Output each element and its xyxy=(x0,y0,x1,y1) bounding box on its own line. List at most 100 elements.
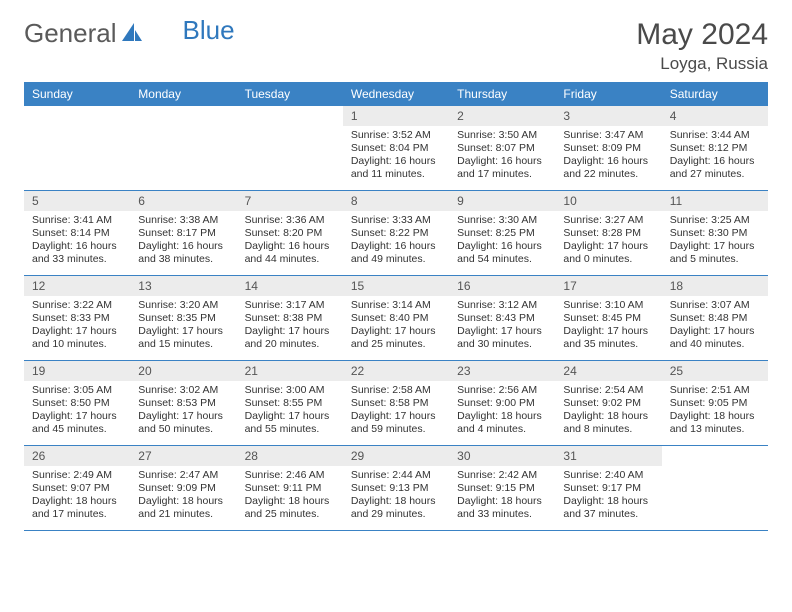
day-number: 8 xyxy=(343,191,449,211)
day-cell: 12Sunrise: 3:22 AMSunset: 8:33 PMDayligh… xyxy=(24,276,130,360)
sunset: Sunset: 8:55 PM xyxy=(245,397,335,410)
daylight-line2: and 35 minutes. xyxy=(563,338,653,351)
daylight-line2: and 30 minutes. xyxy=(457,338,547,351)
day-number: 4 xyxy=(662,106,768,126)
dow-saturday: Saturday xyxy=(662,82,768,106)
daylight-line2: and 25 minutes. xyxy=(245,508,335,521)
daylight-line1: Daylight: 16 hours xyxy=(563,155,653,168)
day-details: Sunrise: 3:22 AMSunset: 8:33 PMDaylight:… xyxy=(24,299,130,352)
sunrise: Sunrise: 2:54 AM xyxy=(563,384,653,397)
sunrise: Sunrise: 3:36 AM xyxy=(245,214,335,227)
day-cell: 21Sunrise: 3:00 AMSunset: 8:55 PMDayligh… xyxy=(237,361,343,445)
day-details: Sunrise: 2:42 AMSunset: 9:15 PMDaylight:… xyxy=(449,469,555,522)
daylight-line1: Daylight: 16 hours xyxy=(457,240,547,253)
month-title: May 2024 xyxy=(636,18,768,52)
daylight-line2: and 29 minutes. xyxy=(351,508,441,521)
daylight-line1: Daylight: 17 hours xyxy=(138,410,228,423)
weeks-container: 1Sunrise: 3:52 AMSunset: 8:04 PMDaylight… xyxy=(24,106,768,531)
brand-logo: General Blue xyxy=(24,18,235,49)
day-details: Sunrise: 3:14 AMSunset: 8:40 PMDaylight:… xyxy=(343,299,449,352)
sunset: Sunset: 8:43 PM xyxy=(457,312,547,325)
sunset: Sunset: 9:00 PM xyxy=(457,397,547,410)
day-number: 24 xyxy=(555,361,661,381)
sunrise: Sunrise: 3:07 AM xyxy=(670,299,760,312)
day-number: 26 xyxy=(24,446,130,466)
sunset: Sunset: 8:53 PM xyxy=(138,397,228,410)
sunrise: Sunrise: 2:42 AM xyxy=(457,469,547,482)
day-cell: 30Sunrise: 2:42 AMSunset: 9:15 PMDayligh… xyxy=(449,446,555,530)
sunset: Sunset: 8:20 PM xyxy=(245,227,335,240)
day-details: Sunrise: 3:41 AMSunset: 8:14 PMDaylight:… xyxy=(24,214,130,267)
calendar-grid: Sunday Monday Tuesday Wednesday Thursday… xyxy=(24,82,768,531)
day-number: 13 xyxy=(130,276,236,296)
daylight-line2: and 4 minutes. xyxy=(457,423,547,436)
sunrise: Sunrise: 3:00 AM xyxy=(245,384,335,397)
day-number: 6 xyxy=(130,191,236,211)
day-details: Sunrise: 3:17 AMSunset: 8:38 PMDaylight:… xyxy=(237,299,343,352)
sunset: Sunset: 8:50 PM xyxy=(32,397,122,410)
day-number: 31 xyxy=(555,446,661,466)
daylight-line2: and 11 minutes. xyxy=(351,168,441,181)
daylight-line1: Daylight: 17 hours xyxy=(32,410,122,423)
daylight-line1: Daylight: 17 hours xyxy=(670,240,760,253)
day-details: Sunrise: 3:33 AMSunset: 8:22 PMDaylight:… xyxy=(343,214,449,267)
header: General Blue May 2024 Loyga, Russia xyxy=(24,18,768,74)
sunrise: Sunrise: 3:17 AM xyxy=(245,299,335,312)
daylight-line2: and 55 minutes. xyxy=(245,423,335,436)
daylight-line1: Daylight: 18 hours xyxy=(32,495,122,508)
day-cell: 5 Sunrise: 3:41 AMSunset: 8:14 PMDaylight… xyxy=(24,191,130,275)
daylight-line1: Daylight: 18 hours xyxy=(563,495,653,508)
day-cell xyxy=(130,106,236,190)
day-details: Sunrise: 3:50 AMSunset: 8:07 PMDaylight:… xyxy=(449,129,555,182)
sunset: Sunset: 9:15 PM xyxy=(457,482,547,495)
day-number: 29 xyxy=(343,446,449,466)
day-details: Sunrise: 3:07 AMSunset: 8:48 PMDaylight:… xyxy=(662,299,768,352)
sunrise: Sunrise: 3:38 AM xyxy=(138,214,228,227)
sunrise: Sunrise: 3:02 AM xyxy=(138,384,228,397)
sunset: Sunset: 9:07 PM xyxy=(32,482,122,495)
week-row: 26Sunrise: 2:49 AMSunset: 9:07 PMDayligh… xyxy=(24,446,768,531)
sunrise: Sunrise: 3:12 AM xyxy=(457,299,547,312)
day-cell: 19Sunrise: 3:05 AMSunset: 8:50 PMDayligh… xyxy=(24,361,130,445)
day-cell: 6Sunrise: 3:38 AMSunset: 8:17 PMDaylight… xyxy=(130,191,236,275)
day-number: 28 xyxy=(237,446,343,466)
daylight-line1: Daylight: 17 hours xyxy=(670,325,760,338)
sunset: Sunset: 9:13 PM xyxy=(351,482,441,495)
sunset: Sunset: 8:35 PM xyxy=(138,312,228,325)
day-number: 20 xyxy=(130,361,236,381)
day-cell: 4Sunrise: 3:44 AMSunset: 8:12 PMDaylight… xyxy=(662,106,768,190)
day-number: 14 xyxy=(237,276,343,296)
day-cell: 13Sunrise: 3:20 AMSunset: 8:35 PMDayligh… xyxy=(130,276,236,360)
sunrise: Sunrise: 3:44 AM xyxy=(670,129,760,142)
daylight-line1: Daylight: 17 hours xyxy=(457,325,547,338)
sunrise: Sunrise: 2:56 AM xyxy=(457,384,547,397)
sunrise: Sunrise: 2:58 AM xyxy=(351,384,441,397)
sunset: Sunset: 9:09 PM xyxy=(138,482,228,495)
sunrise: Sunrise: 3:33 AM xyxy=(351,214,441,227)
daylight-line2: and 33 minutes. xyxy=(457,508,547,521)
week-row: 19Sunrise: 3:05 AMSunset: 8:50 PMDayligh… xyxy=(24,361,768,446)
day-cell: 8 Sunrise: 3:33 AMSunset: 8:22 PMDaylight… xyxy=(343,191,449,275)
day-details: Sunrise: 2:40 AMSunset: 9:17 PMDaylight:… xyxy=(555,469,661,522)
daylight-line2: and 45 minutes. xyxy=(32,423,122,436)
day-number: 25 xyxy=(662,361,768,381)
daylight-line2: and 5 minutes. xyxy=(670,253,760,266)
sunrise: Sunrise: 3:25 AM xyxy=(670,214,760,227)
day-details: Sunrise: 3:12 AMSunset: 8:43 PMDaylight:… xyxy=(449,299,555,352)
daylight-line2: and 50 minutes. xyxy=(138,423,228,436)
day-number: 19 xyxy=(24,361,130,381)
daylight-line1: Daylight: 18 hours xyxy=(351,495,441,508)
daylight-line2: and 54 minutes. xyxy=(457,253,547,266)
sunset: Sunset: 8:40 PM xyxy=(351,312,441,325)
day-number: 15 xyxy=(343,276,449,296)
day-number: 2 xyxy=(449,106,555,126)
day-details: Sunrise: 2:58 AMSunset: 8:58 PMDaylight:… xyxy=(343,384,449,437)
sunset: Sunset: 8:28 PM xyxy=(563,227,653,240)
sunset: Sunset: 8:07 PM xyxy=(457,142,547,155)
day-cell xyxy=(24,106,130,190)
daylight-line1: Daylight: 16 hours xyxy=(351,155,441,168)
day-cell xyxy=(662,446,768,530)
day-cell: 24Sunrise: 2:54 AMSunset: 9:02 PMDayligh… xyxy=(555,361,661,445)
daylight-line1: Daylight: 17 hours xyxy=(563,325,653,338)
day-number: 5 xyxy=(24,191,130,211)
